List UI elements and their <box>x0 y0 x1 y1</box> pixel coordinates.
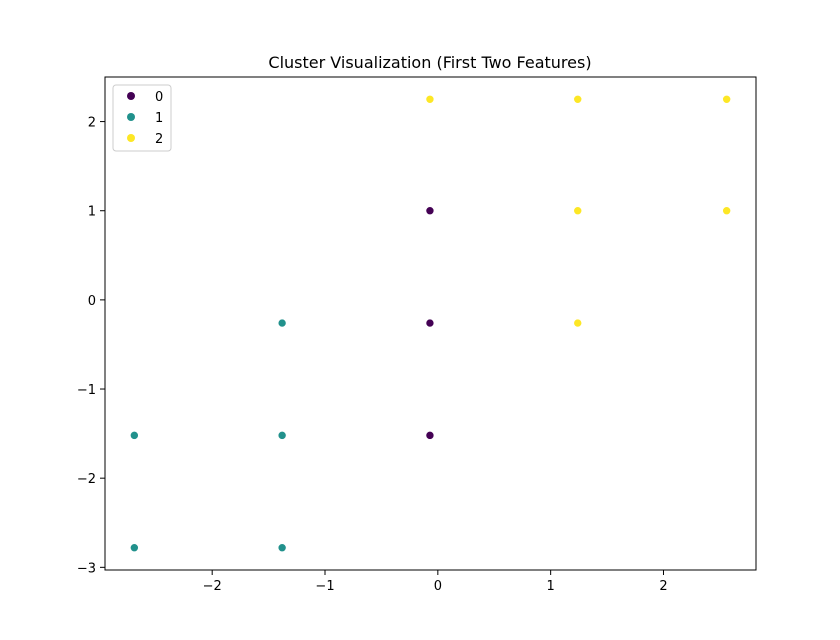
data-point-series-1 <box>277 318 287 328</box>
x-tick-label: 2 <box>659 579 667 594</box>
legend-marker <box>127 92 135 100</box>
data-point-series-1 <box>277 543 287 553</box>
data-point-series-0 <box>425 318 435 328</box>
plot-frame <box>104 76 757 571</box>
data-points <box>130 94 731 553</box>
axis-ticks: −2 −1 0 1 2 −3 −2 −1 0 1 2 <box>77 116 668 594</box>
y-tick-label: 2 <box>88 116 96 131</box>
legend-entry-label: 0 <box>155 90 163 105</box>
legend-entry-label: 2 <box>155 132 163 147</box>
data-point-series-2 <box>573 206 583 216</box>
data-point-series-1 <box>130 431 139 440</box>
x-tick-label: 1 <box>547 579 555 594</box>
y-tick-label: 1 <box>88 205 96 220</box>
data-point-series-2 <box>573 94 583 104</box>
x-tick-label: 0 <box>434 579 442 594</box>
chart-title: Cluster Visualization (First Two Feature… <box>268 53 591 72</box>
data-point-series-1 <box>277 431 287 440</box>
data-point-series-0 <box>425 206 435 216</box>
legend-marker <box>127 113 135 121</box>
y-tick-label: 0 <box>88 294 96 309</box>
data-point-series-2 <box>573 318 583 328</box>
data-point-series-2 <box>425 94 435 104</box>
legend-entry-label: 1 <box>155 111 163 126</box>
data-point-series-2 <box>722 206 731 216</box>
y-tick-label: −3 <box>77 561 96 576</box>
legend: 0 1 2 <box>112 84 172 152</box>
data-point-series-0 <box>425 431 435 440</box>
legend-box <box>112 84 172 152</box>
legend-marker <box>127 134 135 142</box>
x-tick-label: −1 <box>315 579 334 594</box>
x-tick-label: −2 <box>203 579 222 594</box>
y-tick-label: −1 <box>77 383 96 398</box>
data-point-series-2 <box>722 94 731 104</box>
data-point-series-1 <box>130 543 139 553</box>
y-tick-label: −2 <box>77 472 96 487</box>
